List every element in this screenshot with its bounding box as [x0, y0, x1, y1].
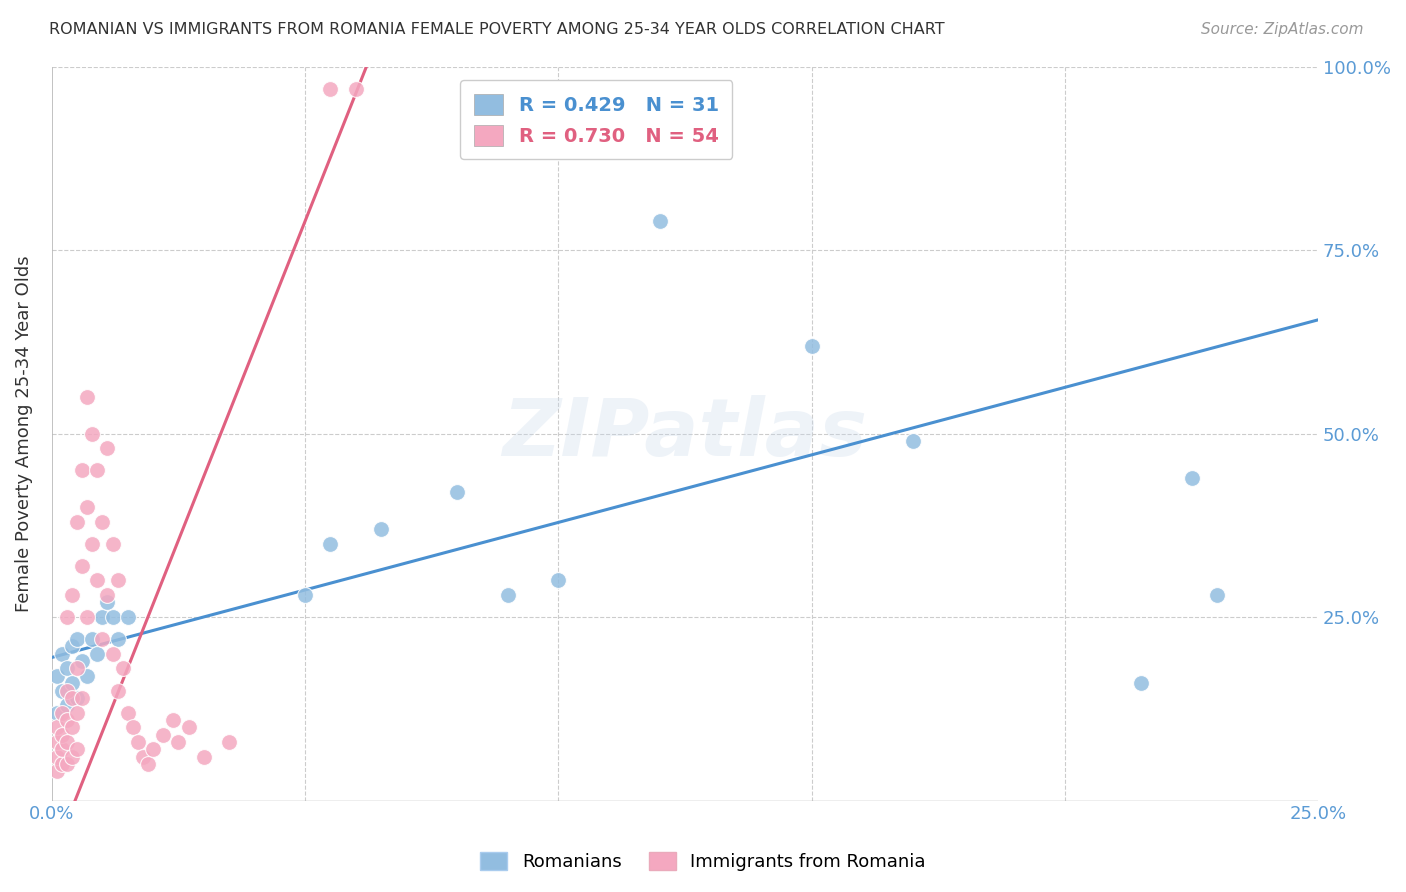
Point — [101, 647, 124, 661]
Legend: R = 0.429   N = 31, R = 0.730   N = 54: R = 0.429 N = 31, R = 0.730 N = 54 — [460, 80, 733, 160]
Point — [60, 720, 83, 734]
Point — [56, 610, 79, 624]
Point — [76, 669, 98, 683]
Point — [107, 574, 129, 588]
Point — [167, 735, 190, 749]
Y-axis label: Female Poverty Among 25-34 Year Olds: Female Poverty Among 25-34 Year Olds — [15, 255, 32, 612]
Point — [136, 756, 159, 771]
Point — [319, 537, 342, 551]
Point — [51, 742, 73, 756]
Point — [901, 434, 924, 448]
Point — [101, 537, 124, 551]
Point — [51, 706, 73, 720]
Point — [45, 706, 67, 720]
Point — [82, 632, 104, 647]
Point — [66, 706, 89, 720]
Point — [51, 756, 73, 771]
Point — [107, 683, 129, 698]
Point — [60, 588, 83, 602]
Point — [66, 632, 89, 647]
Point — [91, 610, 114, 624]
Point — [45, 764, 67, 779]
Point — [370, 522, 392, 536]
Point — [1180, 470, 1202, 484]
Point — [51, 727, 73, 741]
Point — [319, 81, 342, 95]
Point — [344, 81, 367, 95]
Point — [66, 661, 89, 675]
Point — [648, 213, 671, 227]
Point — [152, 727, 174, 741]
Point — [127, 735, 149, 749]
Point — [111, 661, 134, 675]
Point — [60, 640, 83, 654]
Point — [76, 610, 98, 624]
Point — [800, 338, 823, 352]
Point — [101, 610, 124, 624]
Point — [177, 720, 200, 734]
Point — [82, 426, 104, 441]
Point — [496, 588, 519, 602]
Point — [218, 735, 240, 749]
Point — [51, 683, 73, 698]
Point — [142, 742, 165, 756]
Point — [446, 485, 468, 500]
Point — [45, 720, 67, 734]
Text: ZIPatlas: ZIPatlas — [502, 394, 868, 473]
Point — [56, 756, 79, 771]
Point — [45, 749, 67, 764]
Point — [56, 698, 79, 713]
Point — [121, 720, 143, 734]
Point — [86, 463, 108, 477]
Point — [60, 690, 83, 705]
Text: Source: ZipAtlas.com: Source: ZipAtlas.com — [1201, 22, 1364, 37]
Point — [107, 632, 129, 647]
Point — [162, 713, 184, 727]
Point — [91, 632, 114, 647]
Point — [1205, 588, 1227, 602]
Point — [117, 706, 139, 720]
Point — [96, 595, 118, 609]
Point — [76, 500, 98, 514]
Point — [96, 588, 118, 602]
Point — [70, 558, 93, 573]
Point — [56, 713, 79, 727]
Point — [294, 588, 316, 602]
Point — [86, 574, 108, 588]
Point — [547, 574, 569, 588]
Text: ROMANIAN VS IMMIGRANTS FROM ROMANIA FEMALE POVERTY AMONG 25-34 YEAR OLDS CORRELA: ROMANIAN VS IMMIGRANTS FROM ROMANIA FEMA… — [49, 22, 945, 37]
Point — [91, 515, 114, 529]
Point — [70, 654, 93, 668]
Point — [82, 537, 104, 551]
Point — [60, 749, 83, 764]
Point — [1129, 676, 1152, 690]
Point — [70, 463, 93, 477]
Point — [193, 749, 215, 764]
Point — [76, 390, 98, 404]
Point — [66, 690, 89, 705]
Point — [117, 610, 139, 624]
Point — [86, 647, 108, 661]
Point — [45, 735, 67, 749]
Point — [56, 661, 79, 675]
Point — [96, 442, 118, 456]
Point — [56, 735, 79, 749]
Point — [66, 742, 89, 756]
Point — [132, 749, 155, 764]
Legend: Romanians, Immigrants from Romania: Romanians, Immigrants from Romania — [472, 845, 934, 879]
Point — [45, 669, 67, 683]
Point — [51, 647, 73, 661]
Point — [60, 676, 83, 690]
Point — [56, 683, 79, 698]
Point — [70, 690, 93, 705]
Point — [66, 515, 89, 529]
